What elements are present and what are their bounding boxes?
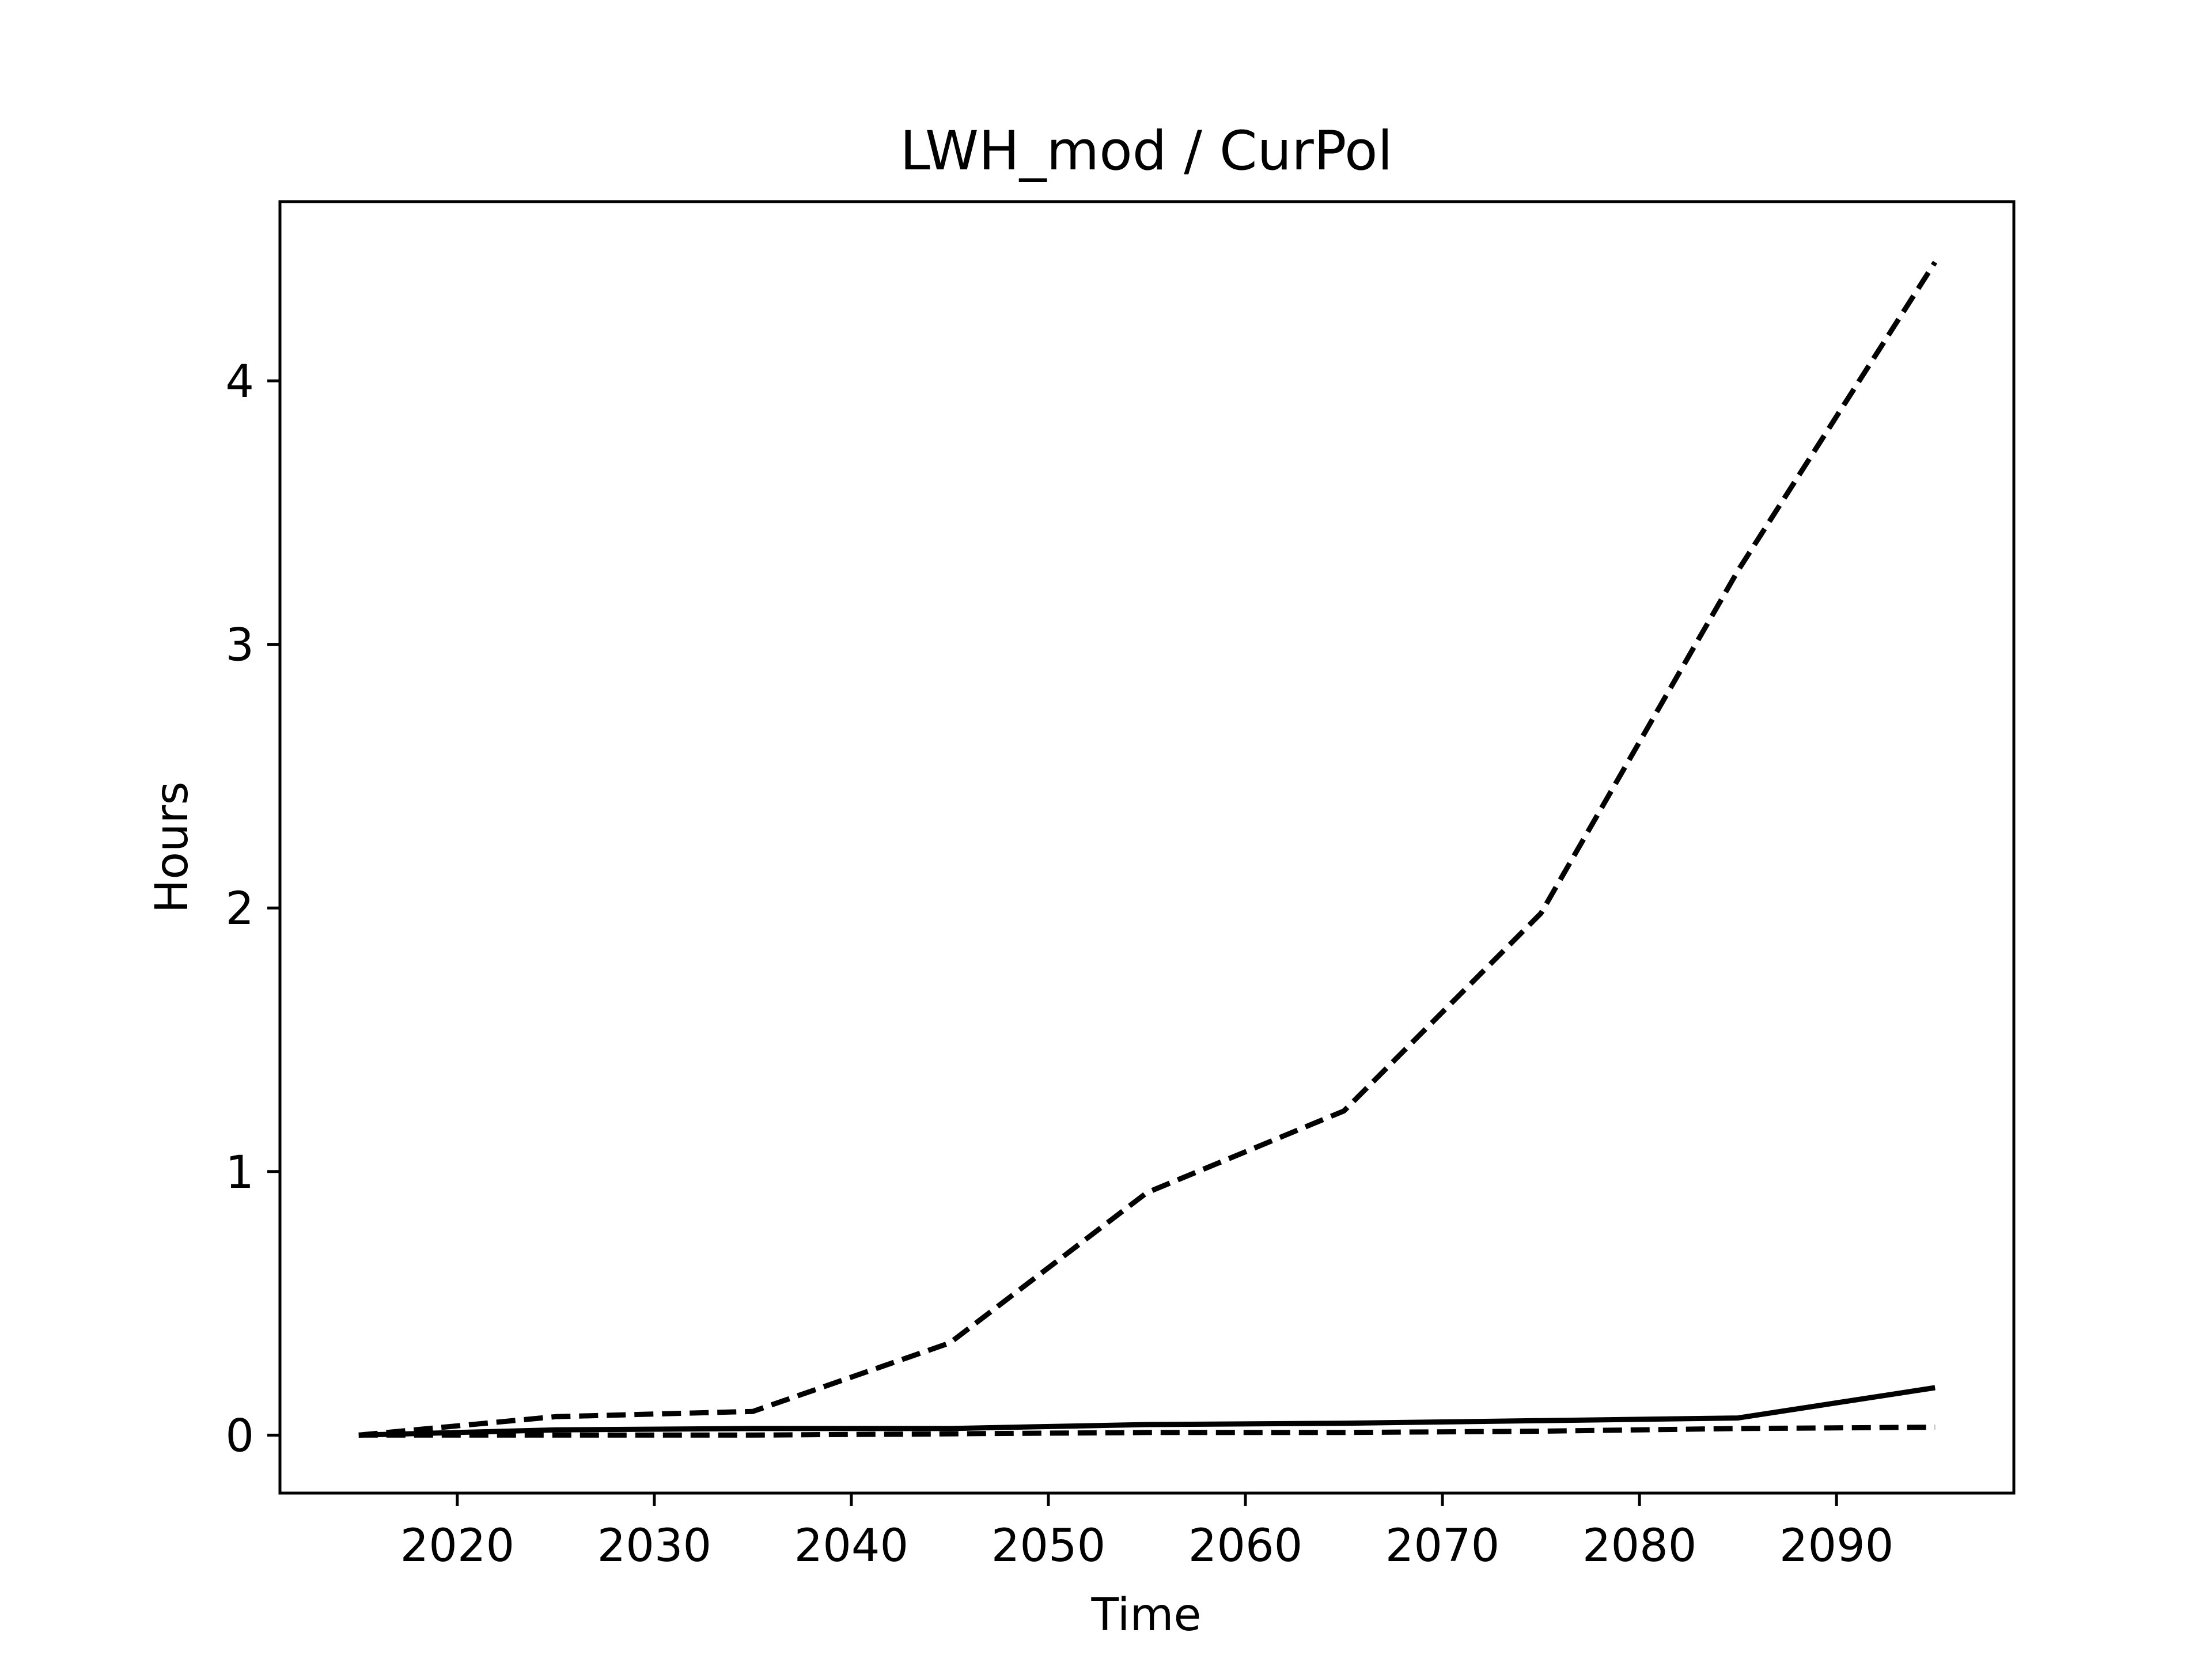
y-tick-label-3: 3 [225, 620, 254, 672]
x-tick-label-2040: 2040 [794, 1520, 909, 1572]
y-tick-label-4: 4 [225, 356, 254, 408]
y-tick-label-0: 0 [225, 1410, 254, 1462]
x-axis-label: Time [1091, 1589, 1202, 1641]
y-axis: 0 1 2 3 4 [225, 356, 280, 1462]
plot-frame [278, 200, 2016, 1495]
series-line-2-solid [358, 1385, 1936, 1438]
x-tick-label-2030: 2030 [597, 1520, 712, 1572]
y-tick-label-1: 1 [225, 1147, 254, 1199]
y-tick-label-2: 2 [225, 883, 254, 935]
series-line-3-dashed [358, 1425, 1936, 1438]
plot-lines [358, 260, 1937, 1438]
x-tick-label-2020: 2020 [400, 1520, 515, 1572]
series-line-1-dashed [358, 260, 1937, 1438]
x-tick-label-2060: 2060 [1188, 1520, 1303, 1572]
x-tick-label-2070: 2070 [1385, 1520, 1500, 1572]
chart-title: LWH_mod / CurPol [900, 120, 1392, 183]
x-tick-label-2050: 2050 [991, 1520, 1106, 1572]
x-axis: 2020 2030 2040 2050 2060 2070 2080 2090 [400, 1493, 1894, 1572]
y-axis-label: Hours [146, 782, 198, 914]
x-tick-label-2080: 2080 [1582, 1520, 1697, 1572]
x-tick-label-2090: 2090 [1779, 1520, 1894, 1572]
